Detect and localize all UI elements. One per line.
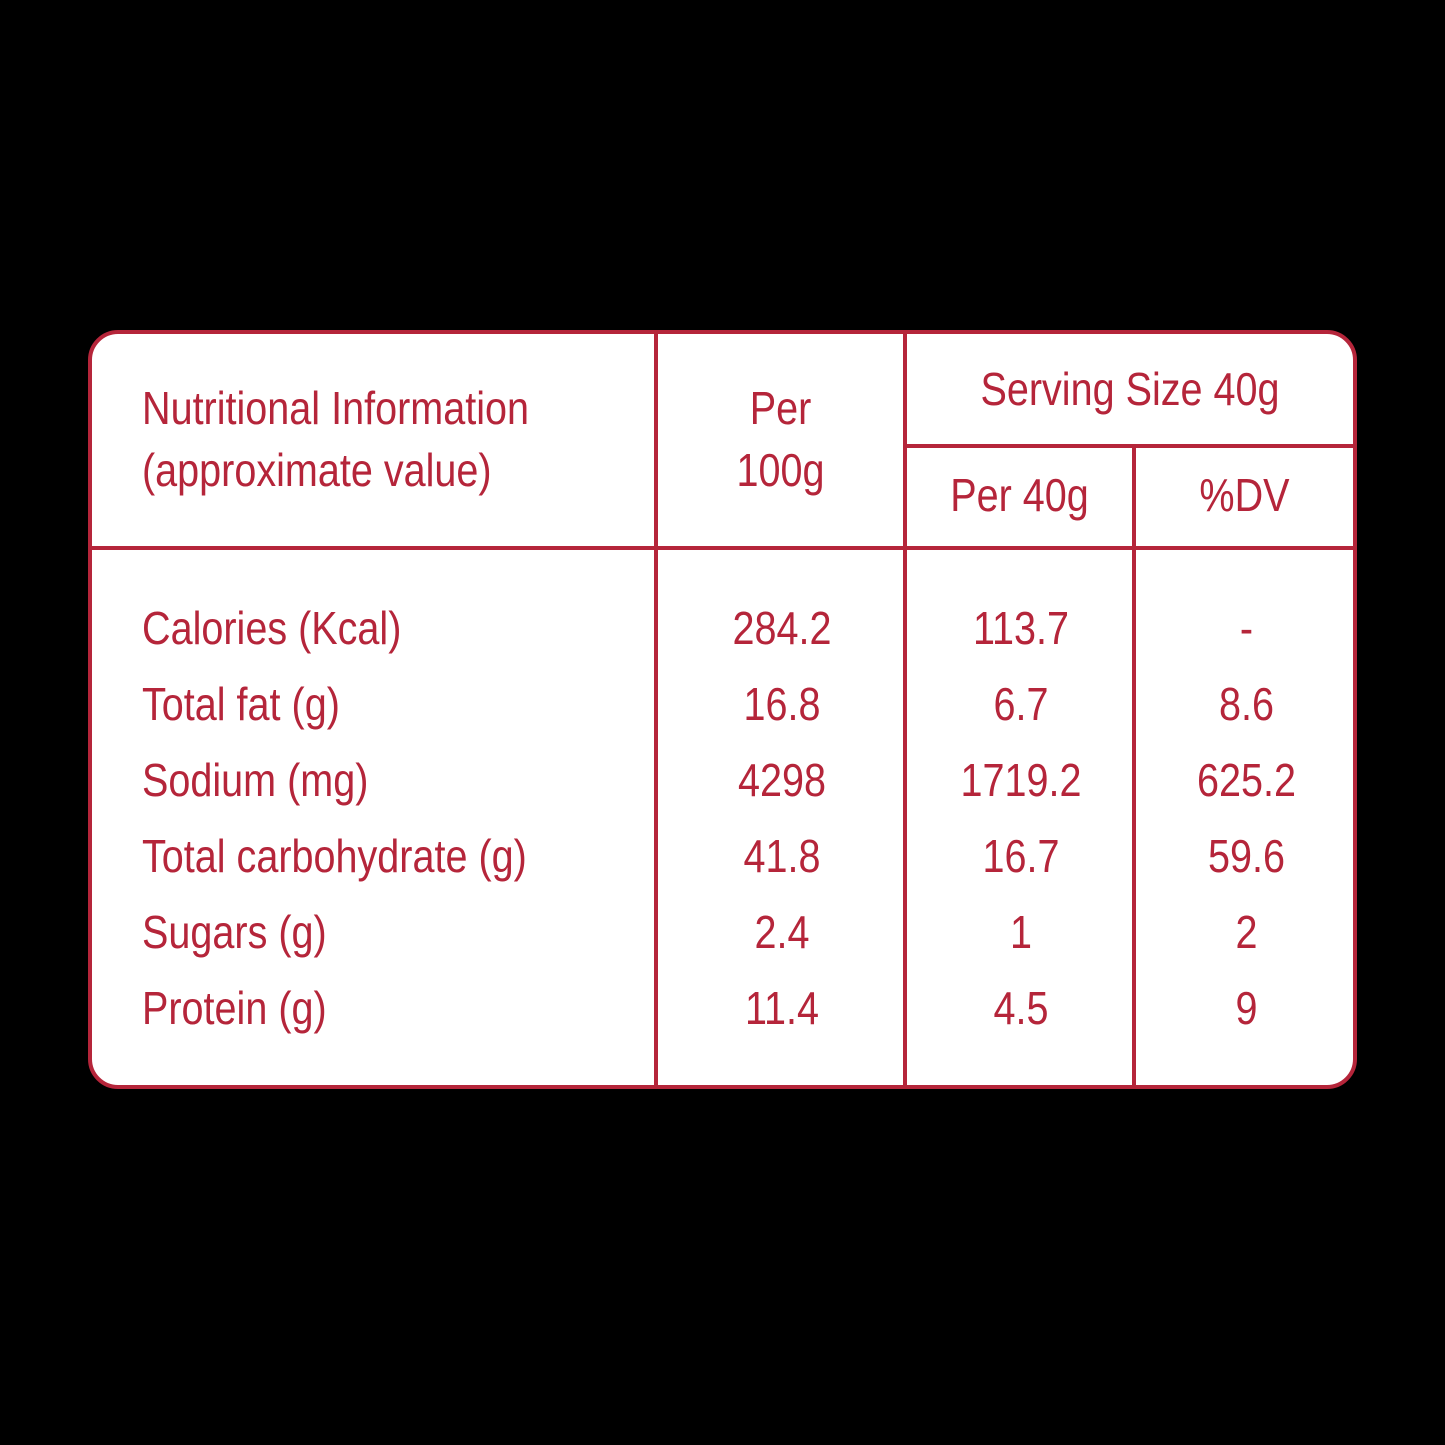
cell-dv-total-carbohydrate: 59.6	[1208, 830, 1285, 882]
cell-per40-sugars: 1	[1009, 906, 1033, 958]
cell-per100-calories: 284.2	[732, 602, 832, 654]
column-divider-3	[1132, 446, 1136, 1085]
cell-dv-protein: 9	[1235, 982, 1258, 1034]
cell-per100-protein: 11.4	[744, 982, 820, 1034]
cell-dv-calories: -	[1239, 602, 1254, 654]
row-label-protein: Protein (g)	[142, 982, 327, 1034]
dv-header: %DV	[1199, 469, 1290, 521]
column-divider-2	[903, 334, 907, 1085]
row-label-calories: Calories (Kcal)	[142, 602, 402, 654]
row-label-total-carbohydrate: Total carbohydrate (g)	[142, 830, 527, 882]
cell-per40-calories: 113.7	[972, 602, 1070, 654]
per-40g-header: Per 40g	[950, 469, 1089, 521]
cell-dv-total-fat: 8.6	[1218, 678, 1274, 730]
serving-size-header: Serving Size 40g	[980, 363, 1280, 415]
nutrition-table: Nutritional Information (approximate val…	[88, 330, 1357, 1089]
cell-per40-sodium: 1719.2	[960, 754, 1082, 806]
cell-dv-sugars: 2	[1235, 906, 1258, 958]
cell-per100-sodium: 4298	[737, 754, 827, 806]
header-divider	[92, 546, 1353, 550]
serving-size-divider	[903, 444, 1353, 448]
table-title-line-1: Nutritional Information	[142, 382, 529, 434]
table-title-line-2: (approximate value)	[142, 444, 492, 496]
cell-per100-total-fat: 16.8	[743, 678, 821, 730]
cell-per40-total-carbohydrate: 16.7	[982, 830, 1060, 882]
cell-dv-sodium: 625.2	[1196, 754, 1297, 806]
per-100g-header-line-2: 100g	[736, 444, 825, 496]
row-label-total-fat: Total fat (g)	[142, 678, 340, 730]
column-divider-1	[654, 334, 658, 1085]
cell-per40-protein: 4.5	[993, 982, 1049, 1034]
cell-per100-total-carbohydrate: 41.8	[743, 830, 821, 882]
row-label-sugars: Sugars (g)	[142, 906, 327, 958]
cell-per100-sugars: 2.4	[754, 906, 810, 958]
per-100g-header-line-1: Per	[749, 382, 812, 434]
row-label-sodium: Sodium (mg)	[142, 754, 369, 806]
cell-per40-total-fat: 6.7	[993, 678, 1049, 730]
